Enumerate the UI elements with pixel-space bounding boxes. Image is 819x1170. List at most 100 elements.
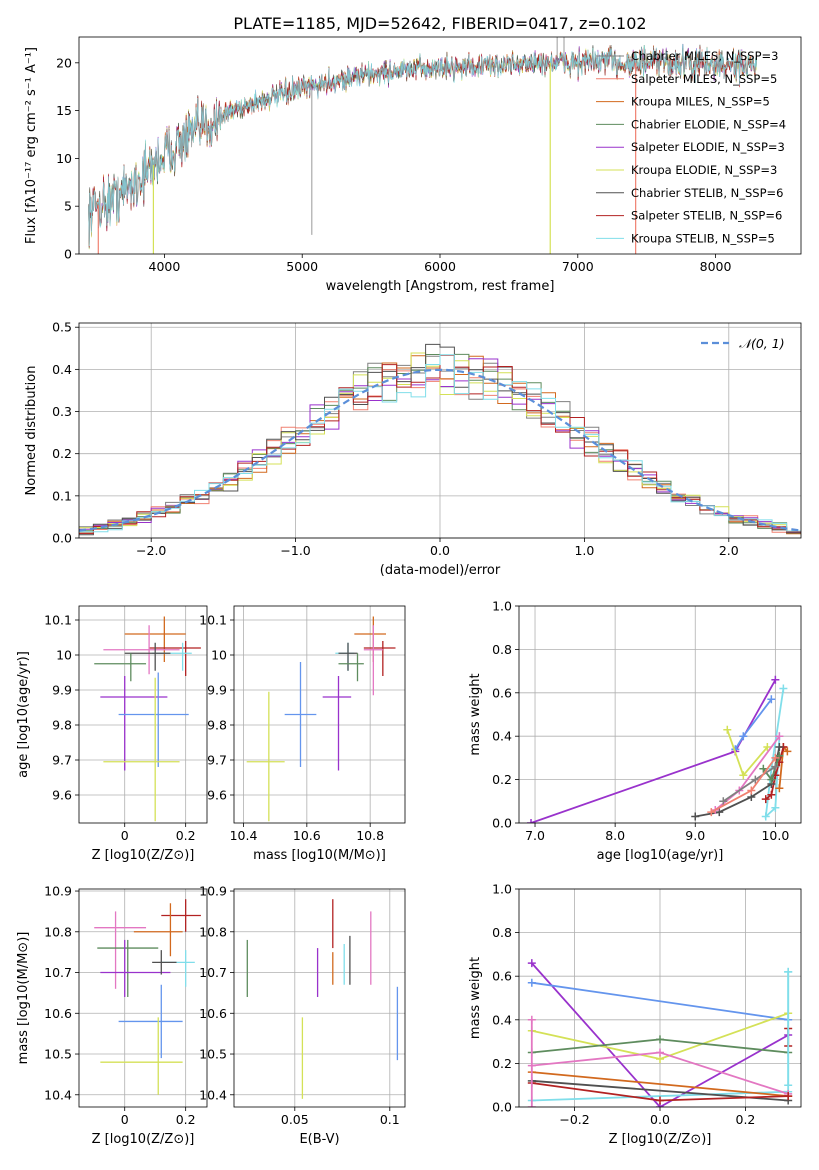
- weight-marker: [759, 764, 768, 773]
- y-tick-label: 0.8: [492, 925, 512, 940]
- weight-marker: [527, 959, 536, 968]
- y-tick-label: 0.0: [492, 816, 512, 831]
- plot-area: [94, 899, 201, 1095]
- legend-entry: Salpeter MILES, N_SSP=5: [631, 72, 777, 86]
- y-tick-label: 10: [56, 648, 72, 663]
- errorbar-point: [161, 950, 195, 987]
- y-tick-label: 0.4: [492, 1012, 512, 1027]
- x-tick-label: 2.0: [719, 543, 739, 558]
- weight-marker: [767, 775, 776, 784]
- x-axis-label: Z [log10(Z/Z⊙)]: [92, 1132, 195, 1147]
- weight-line: [734, 698, 773, 750]
- errorbar-point: [152, 950, 177, 975]
- y-tick-label: 10.1: [199, 613, 227, 628]
- weight-marker: [779, 684, 788, 693]
- x-tick-label: 10.4: [230, 828, 258, 843]
- y-tick-label: 0.6: [492, 685, 512, 700]
- legend-entry: 𝒩(0, 1): [739, 336, 785, 351]
- y-axis-label: age [log10(age/yr)]: [16, 651, 31, 778]
- y-tick-label: 0.4: [52, 362, 72, 377]
- x-axis-label: mass [log10(M/M⊙)]: [253, 848, 386, 863]
- y-tick-label: 0.5: [52, 320, 72, 335]
- errorbar-point: [94, 911, 147, 989]
- spectrum-line: [88, 44, 757, 247]
- errorbar-point: [284, 662, 317, 767]
- errorbar-point: [100, 1017, 183, 1095]
- errorbar-point: [363, 625, 383, 696]
- plot-area: [94, 616, 201, 822]
- panels: 4000 5000 6000 7000 8000 0 5 10 15 20 wavelength […: [16, 36, 802, 1147]
- x-tick-label: 0: [121, 1112, 129, 1127]
- y-tick-label: 9.9: [52, 683, 72, 698]
- weight-marker: [775, 784, 784, 793]
- axes-frame: [518, 888, 802, 1108]
- weight-marker: [715, 808, 724, 817]
- y-tick-label: 0.4: [492, 729, 512, 744]
- y-tick-label: 10.8: [199, 924, 227, 939]
- y-axis-label: Flux [fλ10⁻¹⁷ erg cm⁻² s⁻¹ A⁻¹]: [24, 47, 39, 244]
- weight-marker: [767, 695, 776, 704]
- x-tick-label: 0.2: [176, 1112, 196, 1127]
- y-tick-label: 10: [211, 648, 227, 663]
- panel-residuals: −2.0 −1.0 0.0 1.0 2.0 0.0 0.1 0.2 0.3 0.4 0.5 (data…: [24, 320, 802, 578]
- x-tick-label: −2.0: [136, 543, 166, 558]
- axes-frame: [233, 888, 406, 1108]
- errorbar-point: [133, 903, 183, 957]
- y-tick-label: 10.6: [44, 1006, 72, 1021]
- x-tick-label: 0: [121, 828, 129, 843]
- weight-marker: [527, 978, 536, 987]
- y-axis-label: Normed distribution: [24, 366, 39, 496]
- x-tick-label: 7000: [562, 259, 594, 274]
- weight-marker: [739, 732, 748, 741]
- y-tick-label: 1.0: [492, 599, 512, 614]
- errorbar-point: [124, 616, 186, 662]
- y-tick-label: 10.1: [44, 613, 72, 628]
- legend-entry: Kroupa ELODIE, N_SSP=3: [631, 163, 777, 177]
- y-tick-label: 0.0: [52, 531, 72, 546]
- legend-entry: Chabrier MILES, N_SSP=3: [631, 49, 778, 63]
- errorbar-point: [335, 642, 355, 671]
- y-tick-label: 10.7: [44, 965, 72, 980]
- y-tick-label: 0: [64, 247, 72, 262]
- legend-entry: Chabrier STELIB, N_SSP=6: [631, 186, 783, 200]
- plot-area: [246, 616, 396, 822]
- y-tick-label: 9.6: [207, 788, 227, 803]
- weight-marker: [761, 795, 770, 804]
- plot-area: [527, 675, 792, 823]
- y-tick-label: 15: [56, 103, 72, 118]
- plot-area: [527, 959, 793, 1107]
- x-axis-label: Z [log10(Z/Z⊙)]: [609, 1132, 712, 1147]
- y-tick-label: 10.4: [199, 1087, 227, 1102]
- axes-frame: [78, 322, 802, 539]
- weight-marker: [691, 812, 700, 821]
- plot-area: [88, 37, 757, 254]
- weight-marker: [783, 747, 792, 756]
- x-tick-label: 5000: [286, 259, 318, 274]
- weight-marker: [719, 797, 728, 806]
- weight-marker: [739, 771, 748, 780]
- weight-line: [531, 962, 789, 1107]
- axes-frame: [78, 36, 802, 255]
- weight-marker: [527, 819, 536, 823]
- x-axis-label: age [log10(age/yr)]: [597, 848, 724, 863]
- y-tick-label: 10.5: [44, 1047, 72, 1062]
- y-tick-label: 9.7: [207, 753, 227, 768]
- y-tick-label: 0.2: [492, 1056, 512, 1071]
- axes-frame: [78, 605, 208, 824]
- panel-age_vs_mass: 10.4 10.6 10.8 9.6 9.7 9.8 9.9 10 10.1 mass [log1…: [199, 605, 406, 863]
- plot-area: [79, 343, 801, 536]
- x-tick-label: 0.0: [430, 543, 450, 558]
- y-axis-label: mass weight: [468, 957, 483, 1039]
- weight-marker: [771, 762, 780, 771]
- y-axis-label: mass [log10(M/M⊙)]: [16, 932, 31, 1065]
- y-tick-label: 9.7: [52, 753, 72, 768]
- panel-age_vs_Z: 0 0.2 9.6 9.7 9.8 9.9 10 10.1 Z [log10(Z/Z⊙)] age…: [16, 605, 208, 863]
- x-tick-label: 0.2: [176, 828, 196, 843]
- y-tick-label: 0.0: [492, 1100, 512, 1115]
- errorbar-point: [100, 939, 171, 997]
- errorbar-point: [363, 641, 396, 676]
- x-tick-label: 0.0: [650, 1112, 670, 1127]
- errorbar-point: [103, 625, 180, 675]
- x-axis-label: Z [log10(Z/Z⊙)]: [92, 848, 195, 863]
